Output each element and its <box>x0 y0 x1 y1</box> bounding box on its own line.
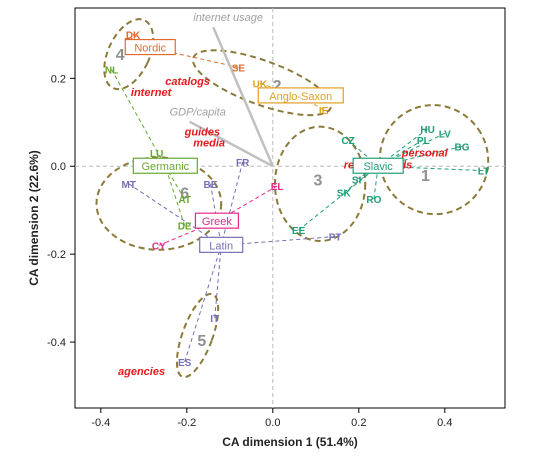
keyword-label: GDP/capita <box>170 107 226 119</box>
keyword-arrow <box>189 120 274 168</box>
group-link <box>220 161 244 246</box>
country-points: DKFISENLUKIECZHUPLLVBGLTSISKROEELUATDEBE… <box>105 30 489 368</box>
cluster-ellipses: 1 2 3 4 5 6 <box>95 18 490 379</box>
group-label: Slavic <box>363 161 393 173</box>
y-axis-title: CA dimension 2 (22.6%) <box>27 150 41 286</box>
keyword-label: internet <box>131 87 173 99</box>
country-label: MT <box>122 180 136 191</box>
group-label-box <box>257 87 344 104</box>
group-label-box <box>199 236 244 253</box>
group-centroids: Nordic Anglo-Saxon Slavic Germanic Greek Lati… <box>124 38 404 253</box>
country-label: IE <box>319 106 329 117</box>
country-label: NL <box>105 66 118 77</box>
country-label: SK <box>337 189 352 200</box>
cluster-number: 5 <box>197 333 206 350</box>
country-label: HU <box>420 125 434 136</box>
country-label: SE <box>232 63 246 74</box>
cluster-ellipse <box>95 156 223 251</box>
country-label: ES <box>178 358 192 369</box>
country-label: LT <box>478 167 489 178</box>
group-label: Greek <box>202 216 232 228</box>
x-tick-label: -0.4 <box>91 417 110 429</box>
plot-frame <box>74 7 506 409</box>
keyword-label: agencies <box>118 366 165 378</box>
country-label: SI <box>352 175 362 186</box>
group-label: Anglo-Saxon <box>269 91 332 103</box>
country-label: DE <box>178 222 192 233</box>
x-tick-label: 0.4 <box>437 417 452 429</box>
x-axis-title: CA dimension 1 (51.4%) <box>222 435 358 449</box>
cluster-ellipse <box>191 49 333 117</box>
cluster-ellipse <box>175 292 220 379</box>
group-link <box>221 236 336 246</box>
country-label: FR <box>236 158 250 169</box>
country-label: IT <box>210 314 219 325</box>
keyword-label: catalogs <box>165 76 210 88</box>
keyword-label: media <box>193 137 225 149</box>
group-link <box>150 47 239 68</box>
keyword-label: personal <box>401 148 449 160</box>
group-link <box>298 165 379 231</box>
keyword-arrow <box>212 26 274 167</box>
group-link <box>184 245 222 362</box>
x-tick-label: 0.0 <box>265 417 280 429</box>
cluster-number: 1 <box>421 168 430 185</box>
country-label: DK <box>126 30 141 41</box>
group-link <box>214 245 222 318</box>
group-label-box <box>124 38 176 56</box>
country-label: UK <box>253 80 268 91</box>
cluster-ellipse <box>103 18 155 91</box>
cluster-number: 4 <box>116 47 125 64</box>
country-label: CZ <box>341 136 354 147</box>
group-link <box>111 69 166 167</box>
country-label: PL <box>417 136 430 147</box>
cluster-number: 3 <box>313 172 322 189</box>
y-tick-label: -0.2 <box>47 249 66 261</box>
cluster-number: 2 <box>273 78 282 95</box>
group-label: Germanic <box>141 161 189 173</box>
country-label: EL <box>271 182 284 193</box>
country-label: BE <box>203 180 217 191</box>
country-label: PT <box>329 233 342 244</box>
group-link <box>128 183 222 246</box>
cluster-ellipse <box>273 125 367 242</box>
keyword-label: guides <box>184 126 220 138</box>
x-tick-label: -0.2 <box>177 417 196 429</box>
y-tick-label: -0.4 <box>47 337 66 349</box>
country-label: LU <box>150 149 163 160</box>
keyword-label: internet usage <box>193 12 263 24</box>
y-tick-label: 0.2 <box>51 73 66 85</box>
country-label: RO <box>366 195 381 206</box>
keyword-arrows <box>189 26 274 168</box>
group-label-box <box>352 157 404 174</box>
country-label: AT <box>178 195 191 206</box>
country-label: BG <box>455 142 470 153</box>
country-label: CY <box>152 241 166 252</box>
group-label-box <box>194 212 239 229</box>
y-tick-label: 0.0 <box>51 161 66 173</box>
cluster-number: 6 <box>180 186 189 203</box>
group-link <box>373 166 379 200</box>
country-label: EE <box>292 226 306 237</box>
cluster-ellipse <box>378 104 490 216</box>
group-link <box>164 166 186 226</box>
x-tick-label: 0.2 <box>351 417 366 429</box>
group-label: Nordic <box>134 43 166 55</box>
country-label: LV <box>439 129 451 140</box>
group-label-box <box>132 157 198 174</box>
group-link <box>377 132 446 167</box>
group-label: Latin <box>209 240 233 252</box>
